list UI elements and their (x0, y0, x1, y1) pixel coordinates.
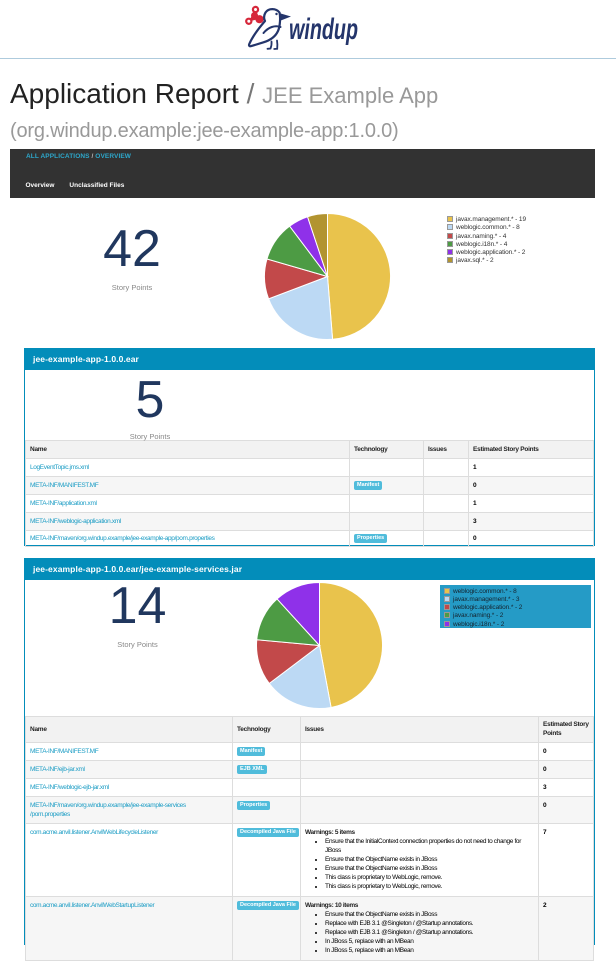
svg-text:windup: windup (289, 13, 358, 46)
